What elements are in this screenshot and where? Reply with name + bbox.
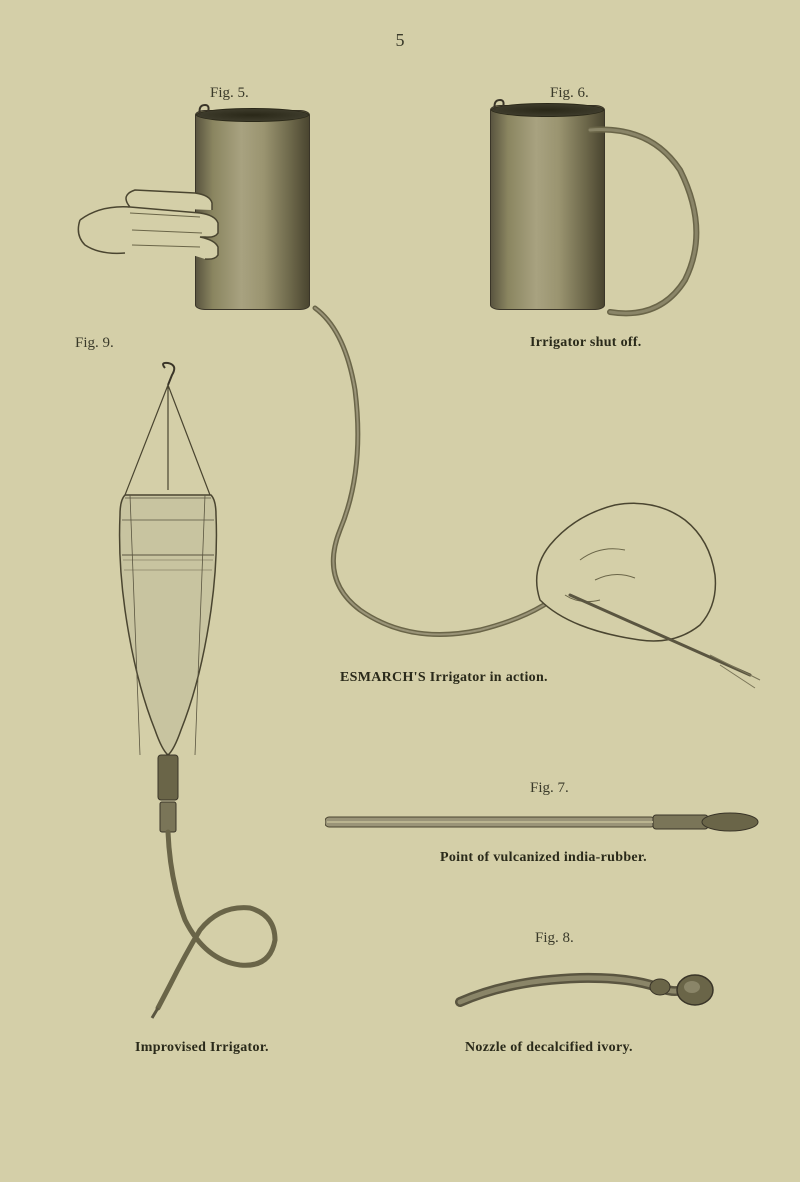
fig5-hand	[70, 165, 250, 285]
esmarch-caption: ESMARCH'S Irrigator in action.	[340, 670, 548, 686]
fig8-nozzle	[450, 960, 730, 1020]
fig5-label: Fig. 5.	[210, 85, 249, 102]
fig6-label: Fig. 6.	[550, 85, 589, 102]
fig7-caption: Point of vulcanized india-rubber.	[440, 850, 647, 866]
fig8-label: Fig. 8.	[535, 930, 574, 947]
fig9-label: Fig. 9.	[75, 335, 114, 352]
page-number: 5	[396, 30, 405, 51]
fig7-label: Fig. 7.	[530, 780, 569, 797]
fig8-caption: Nozzle of decalcified ivory.	[465, 1040, 633, 1056]
fig9-irrigator	[70, 360, 300, 1020]
esmarch-hand	[510, 450, 770, 690]
fig9-caption: Improvised Irrigator.	[135, 1040, 269, 1056]
fig7-nozzle	[325, 810, 765, 835]
fig5-hook	[195, 100, 215, 120]
